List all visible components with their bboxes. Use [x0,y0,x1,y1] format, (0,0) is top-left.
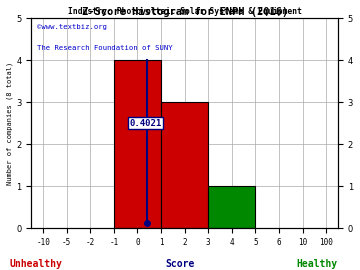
Bar [161,102,208,228]
Text: The Research Foundation of SUNY: The Research Foundation of SUNY [37,45,173,51]
Text: 0.4021: 0.4021 [130,119,162,128]
Text: Industry: Photovoltaic Solar Systems & Equipment: Industry: Photovoltaic Solar Systems & E… [68,7,302,16]
Text: Score: Score [165,259,195,269]
Text: ©www.textbiz.org: ©www.textbiz.org [37,24,107,30]
Bar [208,186,255,228]
Text: Healthy: Healthy [296,259,337,269]
Text: Unhealthy: Unhealthy [10,259,62,269]
Bar [114,60,161,228]
Title: Z-Score Histogram for ENPH (2016): Z-Score Histogram for ENPH (2016) [81,7,288,17]
Y-axis label: Number of companies (8 total): Number of companies (8 total) [7,62,13,185]
